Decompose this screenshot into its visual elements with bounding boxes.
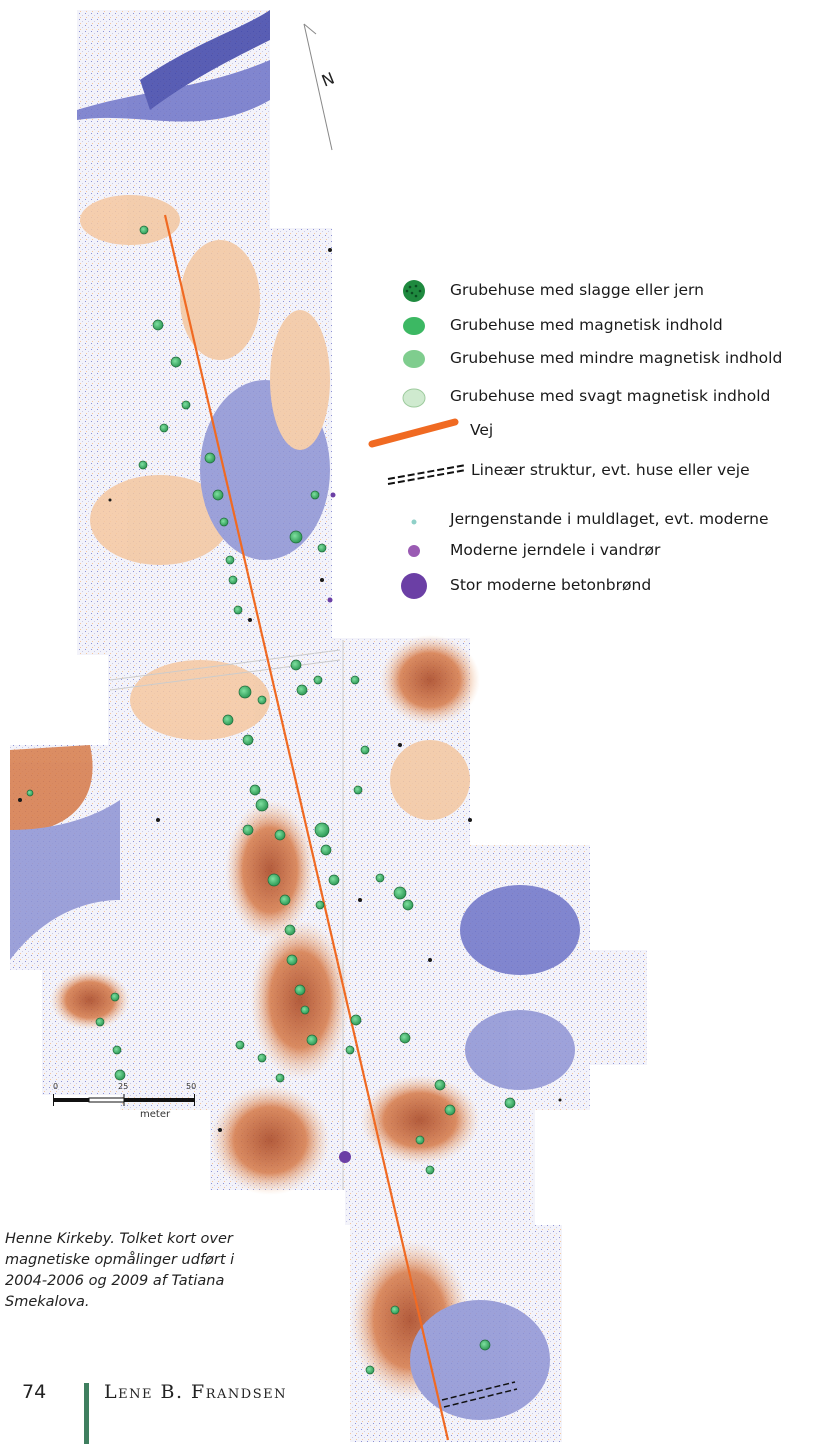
orange-line-icon [368, 418, 459, 448]
iron-anomalies [18, 248, 562, 1132]
magnetic-zones [10, 10, 580, 1420]
legend-item-linear: Lineær struktur, evt. huse eller veje [360, 457, 821, 487]
scale-tick-50: 50 [186, 1082, 197, 1091]
page-number: 74 [22, 1381, 47, 1403]
survey-seams [109, 640, 344, 1190]
road-line [163, 214, 450, 1441]
purple-dot-icon [408, 545, 420, 557]
legend-label-water-pipe: Moderne jerndele i vandrør [450, 541, 661, 559]
legend-label-well: Stor moderne betonbrønd [450, 576, 652, 594]
scale-bar-graphic [53, 1094, 195, 1106]
legend-item-road: Vej [360, 418, 821, 448]
legend-label-iron-objects: Jerngenstande i muldlaget, evt. moderne [450, 510, 769, 528]
scale-bar: 0 25 50 meter [50, 1082, 200, 1122]
legend-item-iron-objects: Jerngenstande i muldlaget, evt. moderne [360, 505, 821, 535]
legend-item-weak-magnetic: Grubehuse med svagt magnetisk indhold [360, 386, 821, 416]
legend-label-less-magnetic: Grubehuse med mindre magnetisk indhold [450, 349, 783, 367]
legend-label-road: Vej [470, 421, 494, 439]
modern-iron [327, 492, 351, 1163]
tile-east [590, 950, 647, 1065]
green-circle-icon [403, 317, 425, 335]
dotted-dark-green-circle-icon [403, 280, 425, 302]
north-arrow-icon [303, 23, 333, 151]
scale-unit: meter [140, 1109, 171, 1120]
legend-item-well: Stor moderne betonbrønd [360, 569, 821, 599]
legend-label-slag: Grubehuse med slagge eller jern [450, 281, 704, 299]
pale-green-circle-icon [402, 388, 426, 408]
running-author: Lene B. Frandsen [104, 1381, 287, 1403]
map-legend: Grubehuse med slagge eller jern Grubehus… [360, 262, 821, 612]
scale-tick-0: 0 [53, 1082, 59, 1091]
legend-label-weak-magnetic: Grubehuse med svagt magnetisk indhold [450, 387, 771, 405]
footer-divider [84, 1383, 89, 1444]
legend-item-less-magnetic: Grubehuse med mindre magnetisk indhold [360, 346, 821, 376]
pit-houses [26, 225, 516, 1375]
legend-label-magnetic: Grubehuse med magnetisk indhold [450, 316, 723, 334]
legend-label-linear: Lineær struktur, evt. huse eller veje [471, 461, 750, 479]
large-purple-circle-icon [401, 573, 427, 599]
figure-caption: Henne Kirkeby. Tolket kort over magnetis… [5, 1231, 235, 1310]
scale-tick-25: 25 [118, 1082, 129, 1091]
linear-structure [441, 1381, 518, 1408]
legend-item-magnetic: Grubehuse med magnetisk indhold [360, 313, 821, 343]
small-teal-dot-icon [411, 519, 417, 525]
dashed-double-line-icon [387, 464, 467, 485]
tile-south-2 [345, 1185, 535, 1225]
legend-item-water-pipe: Moderne jerndele i vandrør [360, 536, 821, 566]
mid-green-circle-icon [403, 350, 425, 368]
legend-item-slag: Grubehuse med slagge eller jern [360, 278, 821, 308]
